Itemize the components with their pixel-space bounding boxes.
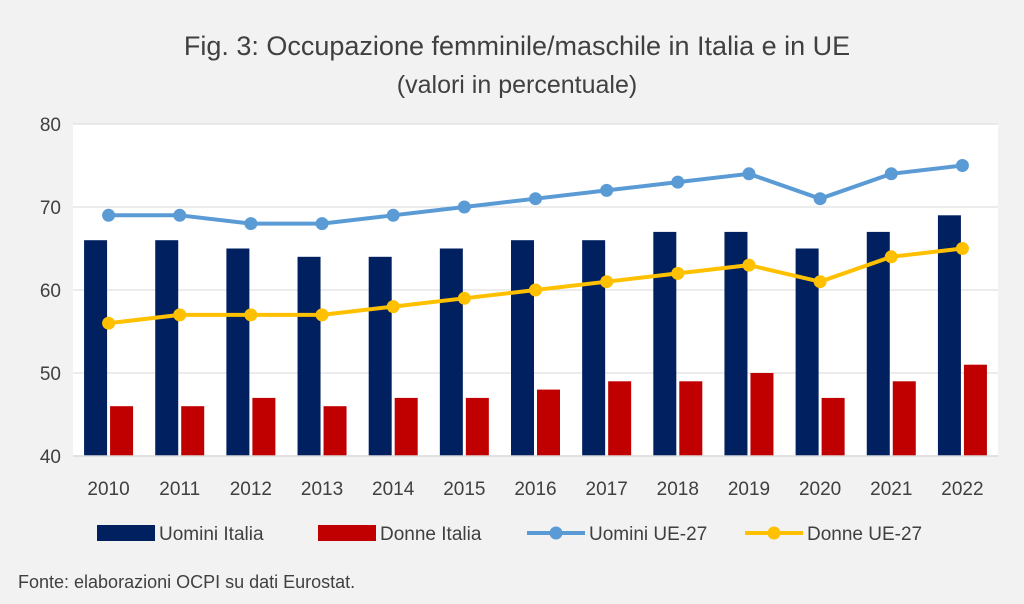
legend-label: Uomini UE-27 <box>589 524 707 545</box>
point-donne-ue-27 <box>742 258 756 272</box>
legend-marker-uomini-ue-27 <box>549 526 563 540</box>
x-tick-label: 2017 <box>586 479 628 500</box>
bar-uomini-italia <box>226 248 250 456</box>
bar-donne-italia <box>963 364 987 456</box>
x-tick-label: 2020 <box>799 479 841 500</box>
bar-donne-italia <box>252 397 276 456</box>
point-donne-ue-27 <box>813 275 827 289</box>
bar-donne-italia <box>892 381 916 456</box>
point-uomini-ue-27 <box>813 192 827 206</box>
bar-donne-italia <box>465 397 489 456</box>
bar-donne-italia <box>608 381 632 456</box>
y-tick-label: 50 <box>40 364 61 385</box>
lines <box>102 159 969 330</box>
chart-title: Fig. 3: Occupazione femminile/maschile i… <box>184 31 850 61</box>
y-tick-label: 70 <box>40 198 61 219</box>
point-uomini-ue-27 <box>315 217 329 231</box>
bar-uomini-italia <box>937 215 961 456</box>
point-uomini-ue-27 <box>600 183 614 197</box>
point-uomini-ue-27 <box>386 208 400 222</box>
bar-donne-italia <box>181 406 205 456</box>
chart-subtitle: (valori in percentuale) <box>397 71 637 99</box>
point-donne-ue-27 <box>315 308 329 322</box>
bar-uomini-italia <box>653 231 677 456</box>
bar-uomini-italia <box>582 240 606 456</box>
point-uomini-ue-27 <box>244 217 258 231</box>
bar-uomini-italia <box>795 248 819 456</box>
legend-swatch-uomini-italia <box>97 525 155 541</box>
point-donne-ue-27 <box>529 283 542 297</box>
x-tick-label: 2021 <box>870 479 912 500</box>
bar-donne-italia <box>679 381 703 456</box>
point-donne-ue-27 <box>386 300 400 314</box>
x-tick-label: 2015 <box>443 479 485 500</box>
bar-donne-italia <box>323 406 347 456</box>
bar-uomini-italia <box>439 248 463 456</box>
bar-uomini-italia <box>866 231 890 456</box>
y-tick-label: 60 <box>40 281 61 302</box>
x-tick-label: 2012 <box>230 479 272 500</box>
x-tick-label: 2022 <box>941 479 983 500</box>
y-tick-label: 40 <box>40 447 61 468</box>
point-donne-ue-27 <box>244 308 258 322</box>
x-tick-label: 2014 <box>372 479 415 500</box>
point-uomini-ue-27 <box>955 159 969 172</box>
x-tick-label: 2013 <box>301 479 343 500</box>
bar-uomini-italia <box>84 240 108 456</box>
bar-donne-italia <box>394 397 418 456</box>
point-uomini-ue-27 <box>671 175 685 189</box>
point-donne-ue-27 <box>457 291 471 305</box>
source-note: Fonte: elaborazioni OCPI su dati Eurosta… <box>18 572 355 592</box>
x-tick-label: 2011 <box>159 479 200 500</box>
legend-label: Donne Italia <box>380 524 482 545</box>
legend: Uomini Italia Donne Italia Uomini UE-27 Don… <box>97 524 922 545</box>
point-uomini-ue-27 <box>173 208 187 222</box>
x-tick-label: 2019 <box>728 479 770 500</box>
point-donne-ue-27 <box>173 308 187 322</box>
bar-uomini-italia <box>724 231 748 456</box>
legend-marker-donne-ue-27 <box>767 526 781 540</box>
point-uomini-ue-27 <box>457 200 471 214</box>
point-donne-ue-27 <box>102 316 116 330</box>
legend-label: Donne UE-27 <box>807 524 922 545</box>
point-donne-ue-27 <box>955 242 969 255</box>
bar-uomini-italia <box>368 256 392 456</box>
bar-uomini-italia <box>297 256 321 456</box>
x-tick-label: 2018 <box>657 479 699 500</box>
y-axis-ticks: 40 50 60 70 80 <box>40 115 61 468</box>
point-uomini-ue-27 <box>884 167 898 181</box>
bar-uomini-italia <box>155 240 179 456</box>
point-uomini-ue-27 <box>742 167 756 181</box>
bar-donne-italia <box>537 389 560 456</box>
point-uomini-ue-27 <box>529 192 542 206</box>
y-tick-label: 80 <box>40 115 61 136</box>
x-tick-label: 2016 <box>514 479 556 500</box>
x-axis-ticks: 2010 2011 2012 2013 2014 2015 2016 2017 2018 2019… <box>87 479 983 500</box>
point-donne-ue-27 <box>600 275 614 289</box>
bar-donne-italia <box>110 406 134 456</box>
x-tick-label: 2010 <box>87 479 129 500</box>
legend-label: Uomini Italia <box>159 524 264 545</box>
point-donne-ue-27 <box>671 266 685 280</box>
bar-donne-italia <box>821 397 845 456</box>
bar-uomini-italia <box>511 240 534 456</box>
legend-swatch-donne-italia <box>318 525 376 541</box>
point-donne-ue-27 <box>884 250 898 264</box>
point-uomini-ue-27 <box>102 208 116 222</box>
bar-donne-italia <box>750 373 774 456</box>
